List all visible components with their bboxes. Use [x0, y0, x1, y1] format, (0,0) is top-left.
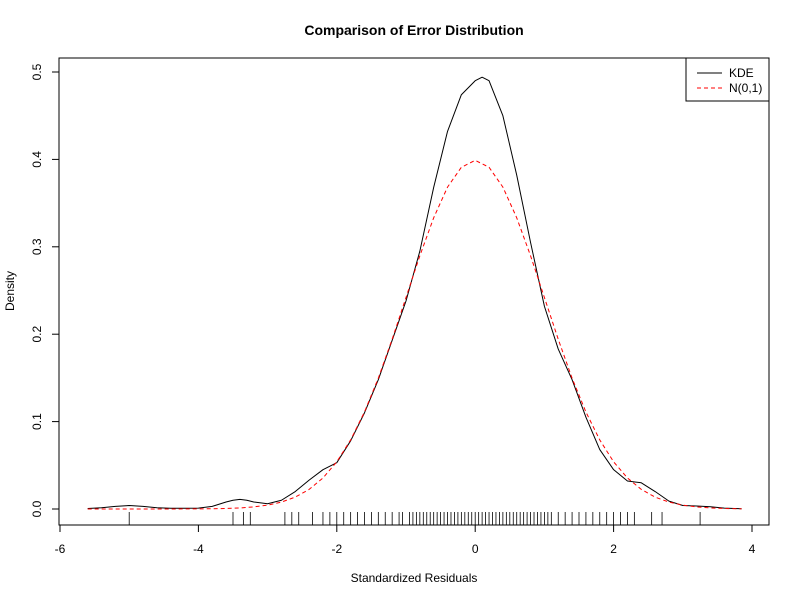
kde-line [87, 76, 742, 510]
y-tick-label: 0.5 [30, 63, 44, 80]
x-tick-label: 0 [472, 542, 479, 556]
series-lines [87, 76, 742, 510]
x-axis-label: Standardized Residuals [351, 571, 478, 585]
y-axis: 0.0 0.1 0.2 0.3 0.4 0.5 [30, 63, 60, 517]
legend: KDE N(0,1) [685, 57, 770, 102]
plot-frame [58, 57, 770, 526]
normal-density-line [87, 159, 742, 510]
x-tick-label: 4 [749, 542, 756, 556]
legend-normal-label: N(0,1) [729, 81, 762, 95]
x-axis: -6 -4 -2 0 2 4 [55, 524, 756, 556]
y-tick-label: 0.3 [30, 238, 44, 255]
chart-title: Comparison of Error Distribution [304, 22, 523, 38]
x-tick-label: 2 [610, 542, 617, 556]
y-tick-label: 0.0 [30, 500, 44, 517]
y-tick-label: 0.2 [30, 326, 44, 343]
x-tick-label: -4 [193, 542, 204, 556]
y-axis-label: Density [3, 271, 17, 311]
y-tick-label: 0.4 [30, 151, 44, 168]
rug-marks [128, 512, 701, 525]
x-tick-label: -2 [331, 542, 342, 556]
legend-kde-label: KDE [729, 66, 754, 80]
legend-box [685, 57, 770, 102]
y-tick-label: 0.1 [30, 413, 44, 430]
x-tick-label: -6 [55, 542, 66, 556]
